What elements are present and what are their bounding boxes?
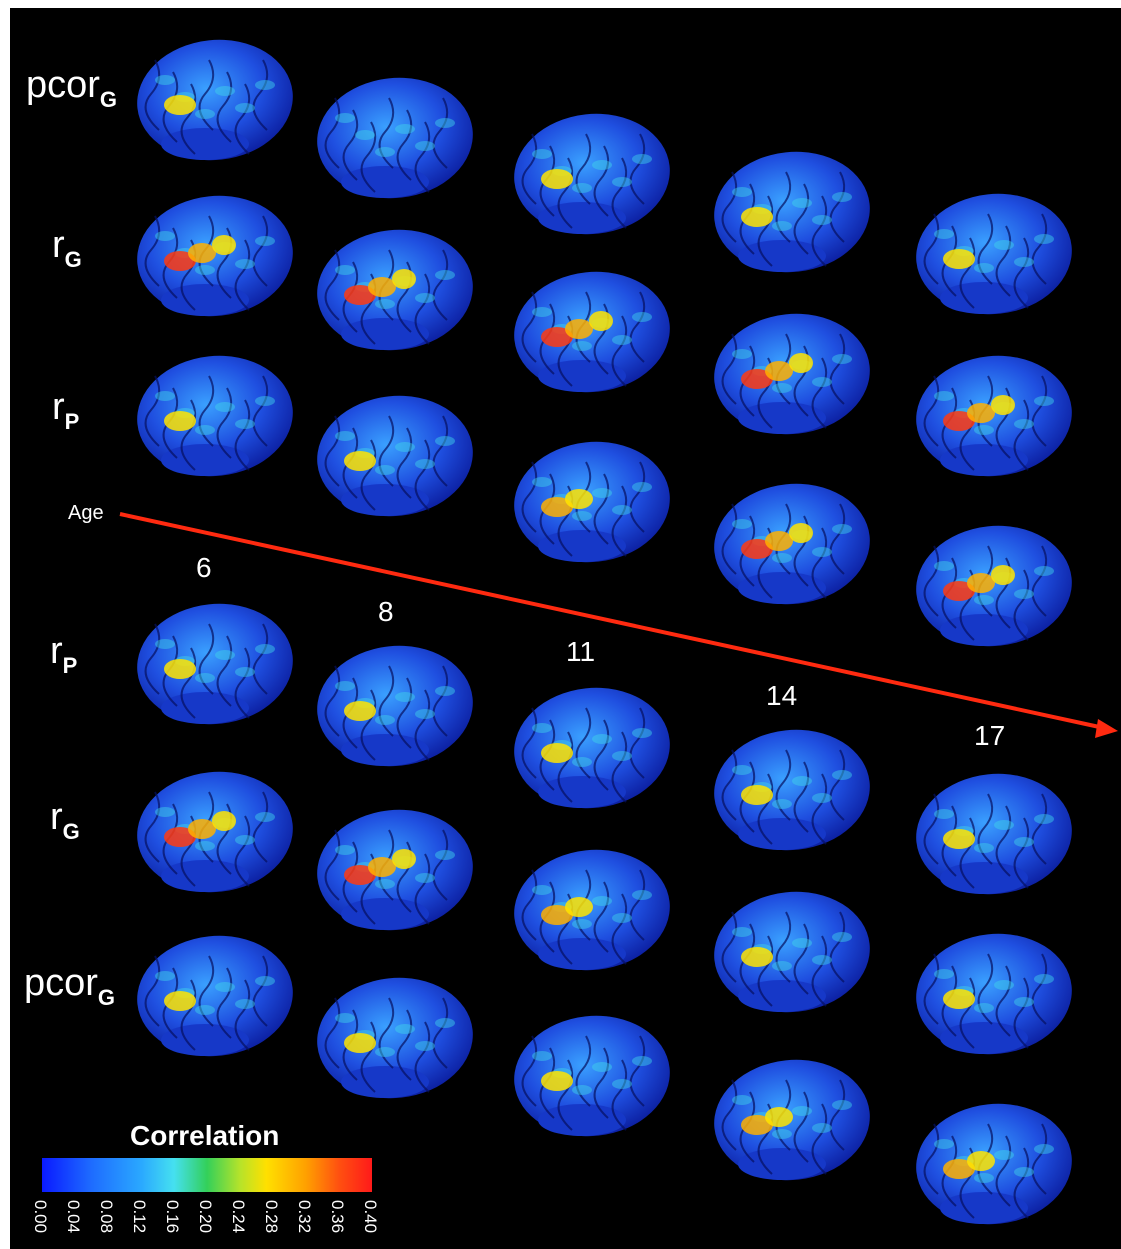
brain-map-bottom-r1-c4: [916, 933, 1072, 1055]
brain-map-bottom-r1-c1: [317, 809, 473, 931]
colorbar-tick-label: 0.20: [196, 1200, 215, 1234]
brain-map-top-r1-c4: [916, 355, 1072, 477]
age-label: Age: [68, 502, 104, 524]
brain-map-top-r1-c2: [514, 271, 670, 393]
brain-map-top-r0-c2: [514, 113, 670, 235]
brain-map-top-r2-c3: [714, 483, 870, 605]
age-value-17: 17: [974, 720, 1006, 751]
age-value-6: 6: [196, 552, 212, 583]
brain-map-top-r2-c1: [317, 395, 473, 517]
brain-map-top-r1-c0: [137, 195, 293, 317]
row-label-top-rp: rP: [52, 386, 80, 434]
brain-map-bottom-r2-c3: [714, 1059, 870, 1181]
age-value-11: 11: [566, 636, 596, 667]
brain-map-bottom-r1-c3: [714, 891, 870, 1013]
colorbar-tick-label: 0.36: [328, 1200, 347, 1234]
colorbar-tick-label: 0.28: [262, 1200, 281, 1234]
brain-map-bottom-r0-c1: [317, 645, 473, 767]
brain-map-top-r2-c2: [514, 441, 670, 563]
colorbar-tick-label: 0.32: [295, 1200, 314, 1234]
brain-maps-layer: [137, 39, 1072, 1225]
brain-map-bottom-r1-c2: [514, 849, 670, 971]
brain-map-bottom-r2-c1: [317, 977, 473, 1099]
row-label-top-rg: rG: [52, 224, 82, 272]
row-label-top-pcorg: pcorG: [26, 64, 118, 112]
colorbar-tick-label: 0.40: [361, 1200, 380, 1234]
brain-map-bottom-r0-c4: [916, 773, 1072, 895]
figure-panel: pcorG rG rP rP rG pcorG Age 6 8 11 14 17…: [10, 8, 1121, 1249]
row-label-bottom-rp: rP: [50, 630, 78, 678]
brain-map-top-r2-c0: [137, 355, 293, 477]
row-label-bottom-pcorg: pcorG: [24, 962, 116, 1010]
brain-map-bottom-r0-c3: [714, 729, 870, 851]
brain-map-bottom-r0-c0: [137, 603, 293, 725]
colorbar-tick-label: 0.04: [64, 1200, 83, 1234]
brain-map-bottom-r2-c2: [514, 1015, 670, 1137]
colorbar-tick-label: 0.16: [163, 1200, 182, 1234]
brain-map-top-r1-c3: [714, 313, 870, 435]
brain-map-top-r0-c4: [916, 193, 1072, 315]
brain-map-top-r0-c1: [317, 77, 473, 199]
age-value-14: 14: [766, 680, 798, 711]
colorbar-tick-label: 0.24: [229, 1200, 248, 1234]
colorbar-tick-label: 0.12: [130, 1200, 149, 1234]
colorbar-gradient: [42, 1158, 372, 1192]
brain-map-bottom-r0-c2: [514, 687, 670, 809]
row-label-bottom-rg: rG: [50, 796, 80, 844]
brain-map-top-r1-c1: [317, 229, 473, 351]
colorbar-tick-label: 0.00: [31, 1200, 50, 1234]
brain-map-top-r0-c0: [137, 39, 293, 161]
age-arrow: [119, 512, 1118, 738]
brain-map-top-r2-c4: [916, 525, 1072, 647]
colorbar-tick-label: 0.08: [97, 1200, 116, 1234]
brain-map-top-r0-c3: [714, 151, 870, 273]
brain-map-bottom-r2-c0: [137, 935, 293, 1057]
colorbar-title: Correlation: [130, 1120, 280, 1151]
brain-map-bottom-r2-c4: [916, 1103, 1072, 1225]
brain-map-bottom-r1-c0: [137, 771, 293, 893]
age-value-8: 8: [378, 596, 394, 627]
